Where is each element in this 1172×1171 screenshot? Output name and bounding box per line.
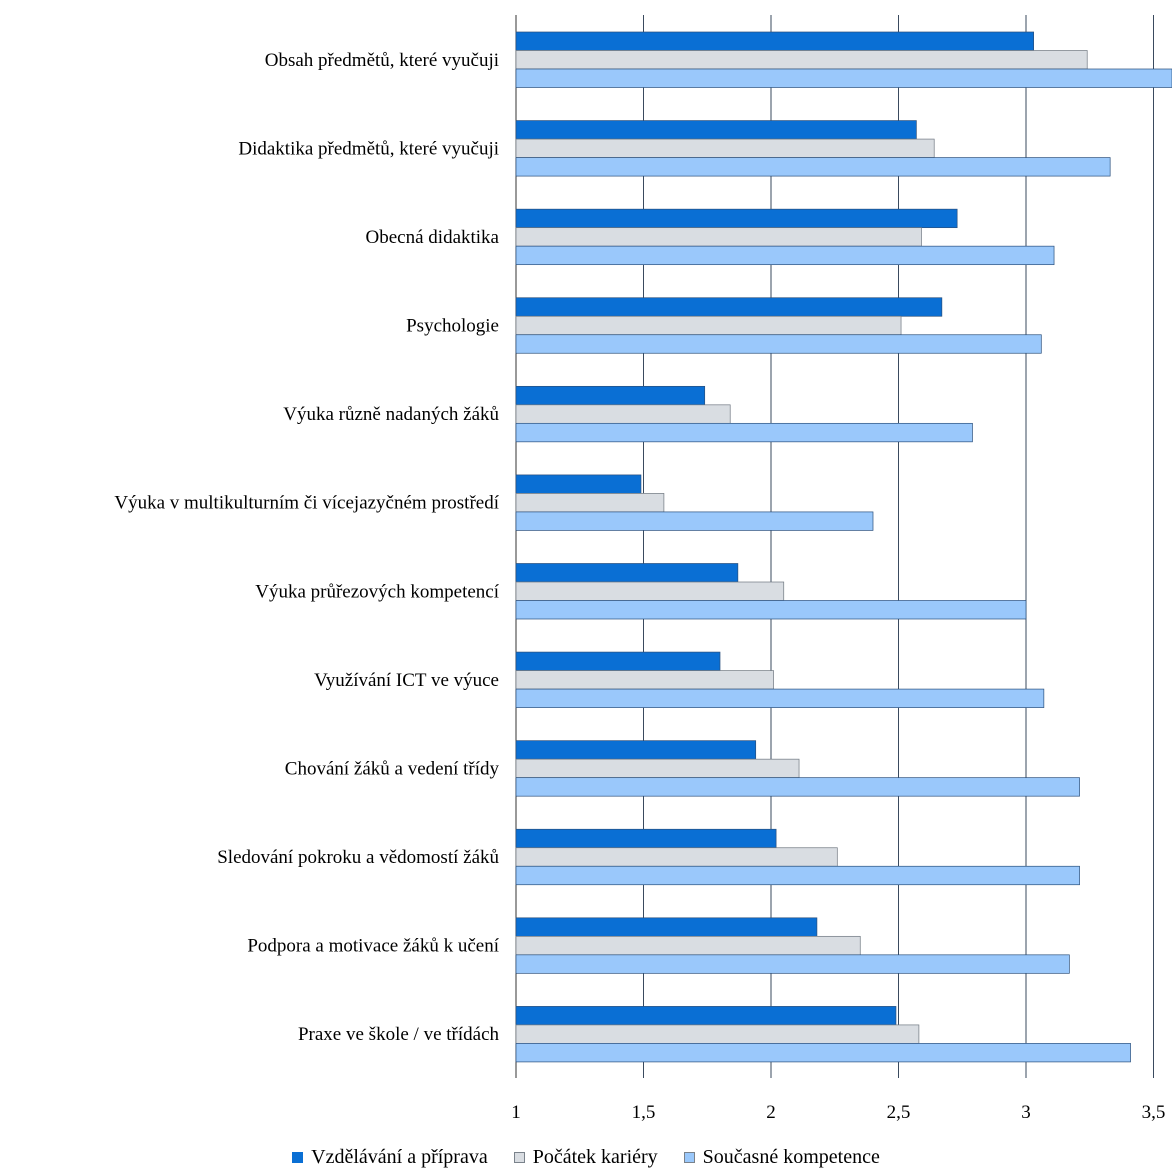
x-axis-ticks: 1 1,5 2 2,5 3 3,5 <box>511 1102 1165 1123</box>
legend-label: Současné kompetence <box>702 1146 880 1168</box>
x-tick-label: 2,5 <box>887 1102 911 1123</box>
category-label: Didaktika předmětů, které vyučuji <box>238 138 499 159</box>
legend: Vzdělávání a příprava Počátek kariéry Souč… <box>0 1144 1172 1171</box>
bar-vzdelavani-3 <box>515 297 943 317</box>
x-tick-label: 3 <box>1021 1102 1031 1123</box>
bar-soucasne-11 <box>515 1043 1131 1063</box>
legend-swatch <box>292 1152 304 1163</box>
category-label: Obsah předmětů, které vyučuji <box>265 50 499 71</box>
bar-vzdelavani-8 <box>515 740 757 760</box>
bar-pocatek-7 <box>515 670 774 690</box>
legend-swatch <box>513 1152 525 1163</box>
category-label: Praxe ve škole / ve třídách <box>298 1024 500 1045</box>
bar-soucasne-4 <box>515 422 973 443</box>
legend-item: Počátek kariéry <box>513 1146 658 1169</box>
category-label: Výuka v multikulturním či vícejazyčném p… <box>114 493 499 514</box>
bar-soucasne-2 <box>515 245 1055 266</box>
bar-vzdelavani-5 <box>515 474 642 494</box>
legend-label: Počátek kariéry <box>532 1146 658 1168</box>
bar-soucasne-7 <box>515 688 1045 708</box>
bar-soucasne-8 <box>515 777 1080 797</box>
bar-pocatek-11 <box>515 1024 920 1044</box>
legend-label: Vzdělávání a příprava <box>311 1146 488 1168</box>
bar-vzdelavani-10 <box>515 917 818 937</box>
bar-vzdelavani-1 <box>515 120 917 140</box>
bar-soucasne-3 <box>515 334 1042 354</box>
legend-swatch <box>683 1152 695 1163</box>
category-label: Využívání ICT ve výuce <box>314 670 499 691</box>
bar-soucasne-1 <box>515 157 1111 177</box>
category-label: Výuka průřezových kompetencí <box>255 581 499 602</box>
x-tick-label: 3,5 <box>1142 1102 1166 1123</box>
bar-pocatek-8 <box>515 758 800 779</box>
bar-pocatek-9 <box>515 847 838 867</box>
bar-pocatek-4 <box>515 404 731 424</box>
bars <box>515 31 1172 1063</box>
bar-vzdelavani-0 <box>515 31 1035 51</box>
category-labels: Obsah předmětů, které vyučuji Didaktika p… <box>114 50 499 1045</box>
category-label: Sledování pokroku a vědomostí žáků <box>217 847 499 868</box>
x-tick-label: 1 <box>511 1102 521 1123</box>
x-tick-label: 1,5 <box>632 1102 656 1123</box>
bar-pocatek-5 <box>515 493 665 513</box>
bar-pocatek-6 <box>515 581 785 601</box>
bar-vzdelavani-11 <box>515 1006 897 1026</box>
bar-soucasne-9 <box>515 865 1080 886</box>
bar-pocatek-2 <box>515 227 922 247</box>
bar-vzdelavani-9 <box>515 828 777 849</box>
category-label: Chování žáků a vedení třídy <box>285 758 500 779</box>
bar-pocatek-0 <box>515 50 1088 70</box>
x-tick-label: 2 <box>766 1102 776 1123</box>
bar-soucasne-5 <box>515 511 874 531</box>
bar-vzdelavani-6 <box>515 563 739 583</box>
category-label: Podpora a motivace žáků k učení <box>247 936 499 957</box>
bar-pocatek-1 <box>515 138 935 158</box>
category-label: Psychologie <box>406 316 499 337</box>
bar-vzdelavani-4 <box>515 385 706 406</box>
bar-pocatek-3 <box>515 315 902 336</box>
category-label: Obecná didaktika <box>366 227 500 248</box>
bar-vzdelavani-7 <box>515 651 721 671</box>
bar-soucasne-6 <box>515 600 1027 620</box>
bar-soucasne-0 <box>515 68 1172 88</box>
legend-item: Současné kompetence <box>683 1146 880 1169</box>
bar-pocatek-10 <box>515 935 861 956</box>
bar-vzdelavani-2 <box>515 208 958 229</box>
legend-item: Vzdělávání a příprava <box>292 1146 488 1169</box>
bar-soucasne-10 <box>515 954 1070 974</box>
gridlines <box>515 15 1154 1078</box>
category-label: Výuka různě nadaných žáků <box>283 404 499 425</box>
